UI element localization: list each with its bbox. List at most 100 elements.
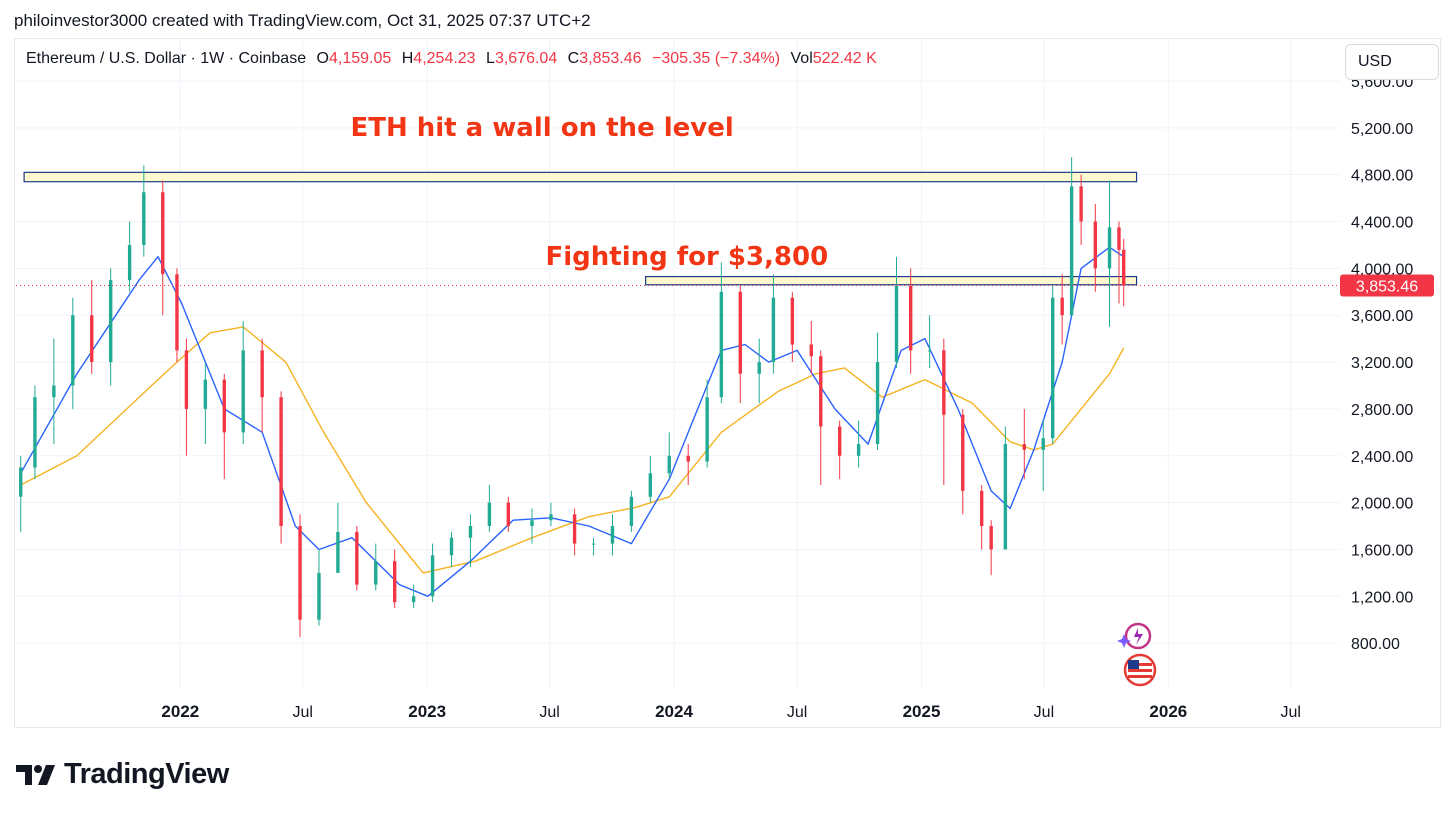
x-tick-label: Jul — [1034, 704, 1054, 721]
x-tick-label: Jul — [539, 704, 559, 721]
candle-body — [591, 543, 596, 545]
candle-body — [908, 285, 913, 351]
candle-body — [336, 531, 340, 573]
y-tick-label: 4,400.00 — [1351, 215, 1413, 232]
candle-body — [127, 244, 132, 281]
vol-label: Vol — [790, 50, 813, 67]
candle-body — [142, 192, 146, 245]
candle-body — [241, 350, 245, 433]
candle-body — [260, 350, 264, 398]
attribution-text: philoinvestor3000 created with TradingVi… — [14, 11, 591, 30]
x-tick-label: 2025 — [903, 702, 941, 721]
change-value: −305.35 (−7.34%) — [651, 50, 781, 67]
candle-body — [894, 285, 899, 363]
tv-logo-icon — [16, 764, 55, 785]
y-tick-label: 3,600.00 — [1351, 308, 1413, 325]
candle-body — [856, 444, 861, 456]
candle-body — [449, 537, 454, 556]
candle-body — [719, 291, 724, 398]
candle-body — [757, 362, 761, 374]
y-tick-label: 3,200.00 — [1351, 355, 1413, 372]
x-tick-label: Jul — [787, 704, 807, 721]
candle-body — [1069, 186, 1074, 316]
candle-body — [942, 350, 946, 415]
candle-body — [648, 473, 653, 497]
y-tick-label: 2,400.00 — [1351, 449, 1413, 466]
candle-body — [979, 490, 984, 527]
candle-body — [1117, 227, 1121, 250]
candle-body — [1122, 249, 1126, 286]
y-tick-label: 4,000.00 — [1351, 261, 1413, 278]
candle-body — [355, 531, 359, 585]
candle-body — [203, 379, 208, 409]
low-label: L — [486, 50, 495, 67]
candle-body — [819, 356, 823, 427]
candle-body — [927, 350, 932, 352]
symbol-legend: Ethereum / U.S. Dollar · 1W · Coinbase O… — [26, 50, 877, 68]
candle-body — [279, 397, 283, 527]
candle-body — [686, 455, 690, 462]
candle-body — [52, 385, 56, 398]
open-label: O — [316, 50, 329, 67]
candle-body — [1060, 297, 1064, 316]
us-flag-icon[interactable] — [1123, 653, 1157, 687]
candle-body — [468, 526, 473, 538]
y-tick-label: 800.00 — [1351, 636, 1400, 653]
candle-body — [33, 397, 37, 468]
candle-body — [1107, 227, 1112, 269]
tradingview-logo[interactable]: TradingView — [16, 758, 229, 791]
candle-body — [1079, 186, 1083, 222]
symbol-name[interactable]: Ethereum / U.S. Dollar · 1W · Coinbase — [26, 50, 307, 67]
candle-body — [989, 526, 993, 550]
close-value: 3,853.46 — [579, 50, 642, 67]
candle-body — [875, 362, 880, 445]
ema-slow-line — [20, 326, 1125, 574]
candle-body — [1003, 444, 1008, 550]
candle-body — [738, 291, 742, 374]
candle-body — [374, 561, 378, 585]
last-price-tag[interactable] — [1340, 274, 1434, 297]
brand-wordmark: TradingView — [64, 758, 229, 790]
vol-value: 522.42 K — [812, 50, 877, 67]
candle-body — [90, 315, 94, 363]
x-tick-label: Jul — [1281, 704, 1301, 721]
candle-body — [530, 520, 534, 527]
candle-body — [837, 426, 842, 456]
low-value: 3,676.04 — [494, 50, 558, 67]
zone-upper-wall[interactable] — [23, 171, 1138, 183]
candle-body — [487, 502, 492, 527]
candle-body — [1041, 438, 1045, 450]
candle-body — [506, 502, 511, 527]
candle-body — [393, 561, 397, 603]
candle-body — [667, 455, 671, 474]
open-value: 4,159.05 — [329, 50, 392, 67]
chart-annotation: ETH hit a wall on the level — [350, 113, 733, 143]
x-tick-label: 2023 — [408, 702, 446, 721]
x-tick-label: 2022 — [161, 702, 199, 721]
candle-body — [298, 526, 302, 620]
y-tick-label: 2,800.00 — [1351, 402, 1413, 419]
x-tick-label: Jul — [293, 704, 313, 721]
candle-body — [317, 572, 321, 620]
candle-body — [108, 280, 113, 363]
y-tick-label: 4,800.00 — [1351, 168, 1413, 185]
y-tick-label: 5,200.00 — [1351, 121, 1413, 138]
candle-body — [610, 526, 615, 544]
candle-body — [71, 315, 75, 386]
currency-button[interactable]: USD — [1345, 44, 1439, 80]
candle-body — [161, 192, 165, 275]
candle-body — [549, 514, 553, 521]
y-tick-label: 1,200.00 — [1351, 589, 1413, 606]
candle-body — [184, 350, 189, 409]
ai-sparkle-icon[interactable] — [1117, 622, 1152, 650]
high-value: 4,254.23 — [413, 50, 476, 67]
zone-support-3800[interactable] — [644, 275, 1138, 286]
candle-body — [771, 297, 776, 363]
chart-frame[interactable] — [14, 38, 1441, 728]
candle-body — [572, 514, 577, 544]
candle-body — [629, 496, 634, 527]
chart-annotation: Fighting for $3,800 — [546, 242, 829, 272]
x-tick-label: 2024 — [655, 702, 693, 721]
last-price-label: 3,853.46 — [1356, 279, 1418, 296]
